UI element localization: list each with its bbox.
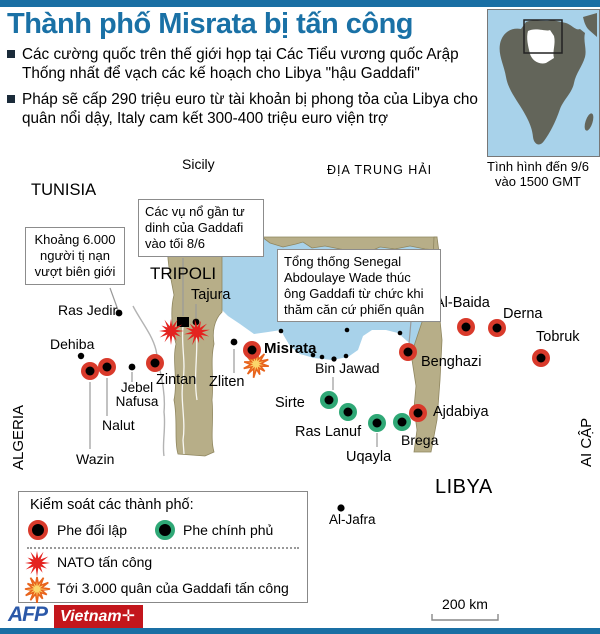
marker-misrata bbox=[243, 341, 261, 359]
label-tajura: Tajura bbox=[191, 287, 231, 303]
top-bar bbox=[0, 0, 600, 7]
legend-opposition-label: Phe đối lập bbox=[57, 522, 128, 538]
marker-zintan bbox=[146, 354, 164, 372]
inset-caption-line1: Tình hình đến 9/6 bbox=[487, 159, 589, 174]
label-brega: Brega bbox=[401, 432, 439, 448]
marker-brega bbox=[393, 413, 411, 431]
map-extent-box bbox=[523, 19, 563, 54]
bullet-item: Các cường quốc trên thế giới họp tại Các… bbox=[7, 45, 481, 84]
legend-divider bbox=[27, 547, 299, 549]
summary-bullets: Các cường quốc trên thế giới họp tại Các… bbox=[7, 45, 481, 134]
label-al-jafra: Al-Jafra bbox=[329, 512, 376, 527]
inset-caption-line2: vào 1500 GMT bbox=[495, 173, 581, 189]
marker-wazin bbox=[81, 362, 99, 380]
arabia-landmass bbox=[583, 13, 597, 37]
callout-refugees: Khoảng 6.000 người tị nạn vượt biên giới bbox=[25, 227, 125, 285]
bullet-text: Pháp sẽ cấp 290 triệu euro từ tài khoản … bbox=[22, 90, 478, 127]
marker-ajdabiya bbox=[409, 404, 427, 422]
callout-explosions: Các vụ nổ gần tư dinh của Gaddafi vào tố… bbox=[138, 199, 264, 257]
bottom-bar bbox=[0, 628, 600, 634]
legend-government-label: Phe chính phủ bbox=[183, 522, 274, 538]
madagascar bbox=[584, 113, 594, 131]
border-lines bbox=[132, 305, 166, 457]
marker-nalut bbox=[98, 358, 116, 376]
vietnamplus-logo: Vietnam✛ bbox=[54, 605, 144, 628]
legend-gaddafi-label: Tới 3.000 quân của Gaddafi tấn công bbox=[57, 580, 289, 596]
bullet-square-icon bbox=[7, 50, 15, 58]
scale-label: 200 km bbox=[442, 596, 488, 612]
label-tripoli: TRIPOLI bbox=[150, 264, 217, 283]
legend-title: Kiểm soát các thành phố: bbox=[30, 497, 194, 513]
connector-lines bbox=[89, 258, 412, 449]
label-libya: LIBYA bbox=[435, 476, 493, 498]
bullet-square-icon bbox=[7, 94, 15, 103]
label-bin-jawad: Bin Jawad bbox=[315, 360, 380, 376]
label-ras-lanuf: Ras Lanuf bbox=[295, 424, 362, 440]
marker-tobruk bbox=[532, 349, 550, 367]
opposition-marker-icon bbox=[28, 520, 48, 540]
label-ajdabiya: Ajdabiya bbox=[433, 404, 489, 420]
label-zliten: Zliten bbox=[209, 374, 245, 390]
callout-senegal: Tổng thống Senegal Abdoulaye Wade thúc ô… bbox=[277, 249, 441, 323]
label-tunisia: TUNISIA bbox=[31, 181, 97, 199]
bullet-item: Pháp sẽ cấp 290 triệu euro từ tài khoản … bbox=[7, 90, 481, 129]
legend: Kiểm soát các thành phố: Phe đối lập Phe… bbox=[18, 491, 308, 603]
afp-logo: AFP bbox=[8, 603, 48, 626]
label-misrata: Misrata bbox=[264, 340, 317, 357]
label-tobruk: Tobruk bbox=[536, 329, 580, 345]
label-algeria: ALGERIA bbox=[10, 404, 27, 470]
scale-bar bbox=[431, 614, 499, 621]
inset-caption: Tình hình đến 9/6 vào 1500 GMT bbox=[476, 159, 600, 190]
label-sirte: Sirte bbox=[275, 395, 305, 411]
tripoli-strip bbox=[167, 236, 223, 457]
legend-nato-label: NATO tấn công bbox=[57, 554, 153, 570]
label-egypt: AI CẬP bbox=[578, 417, 595, 467]
label-ras-jedir: Ras Jedir bbox=[58, 302, 118, 318]
town-dots bbox=[77, 309, 403, 512]
label-zintan: Zintan bbox=[156, 372, 197, 388]
government-marker-icon bbox=[155, 520, 175, 540]
marker-ras-lanuf bbox=[339, 403, 357, 421]
bullet-text: Các cường quốc trên thế giới họp tại Các… bbox=[22, 46, 459, 83]
gaddafi-residence-square bbox=[177, 317, 189, 327]
marker-al-baida bbox=[457, 318, 475, 336]
label-uqayla: Uqayla bbox=[346, 449, 392, 465]
africa-silhouette bbox=[499, 13, 597, 145]
page-title: Thành phố Misrata bị tấn công bbox=[7, 8, 414, 40]
gaddafi-burst-icon bbox=[24, 576, 51, 603]
nato-burst-icon bbox=[25, 551, 50, 577]
label-wazin: Wazin bbox=[76, 451, 115, 467]
label-mediterranean-sea: ĐỊA TRUNG HẢI bbox=[327, 163, 433, 177]
africa-inset-map bbox=[487, 9, 600, 157]
label-jebel-nafusa: Jebel Nafusa bbox=[115, 380, 159, 410]
label-derna: Derna bbox=[503, 306, 543, 322]
libya-highlight bbox=[527, 29, 555, 64]
label-dehiba: Dehiba bbox=[50, 336, 95, 352]
label-sicily: Sicily bbox=[182, 156, 215, 172]
label-al-baida: Al-Baida bbox=[435, 295, 490, 311]
marker-sirte bbox=[320, 391, 338, 409]
marker-benghazi bbox=[399, 343, 417, 361]
label-nalut: Nalut bbox=[102, 417, 135, 433]
label-benghazi: Benghazi bbox=[421, 354, 482, 370]
marker-uqayla bbox=[368, 414, 386, 432]
africa-landmass bbox=[499, 20, 586, 145]
